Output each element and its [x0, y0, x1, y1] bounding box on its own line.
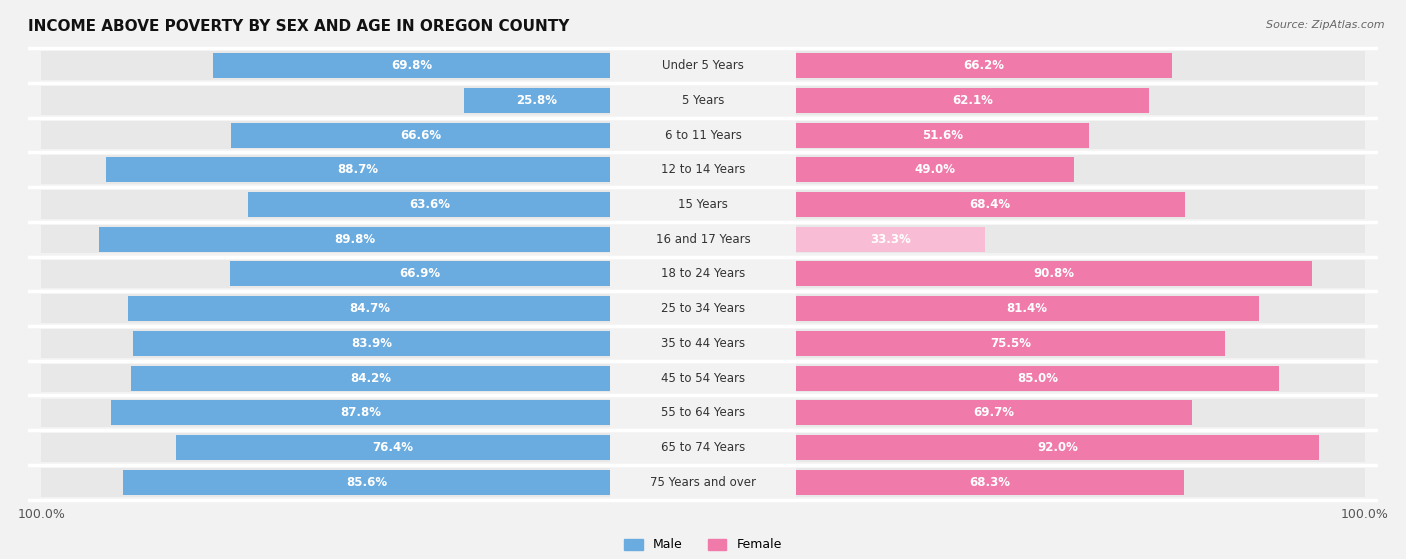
- Text: 16 and 17 Years: 16 and 17 Years: [655, 233, 751, 246]
- Bar: [796, 295, 1365, 323]
- Bar: [796, 296, 1258, 321]
- Text: 25 to 34 Years: 25 to 34 Years: [661, 302, 745, 315]
- Bar: [796, 366, 1279, 391]
- Bar: [796, 122, 1090, 148]
- Bar: [796, 260, 1365, 288]
- Text: 89.8%: 89.8%: [335, 233, 375, 246]
- Bar: [100, 227, 610, 252]
- Bar: [41, 225, 610, 253]
- Bar: [41, 155, 610, 184]
- Text: 85.0%: 85.0%: [1017, 372, 1057, 385]
- Bar: [796, 157, 1074, 182]
- Bar: [796, 364, 1365, 392]
- Bar: [41, 364, 610, 392]
- Text: 51.6%: 51.6%: [922, 129, 963, 141]
- Bar: [41, 468, 610, 496]
- Bar: [111, 400, 610, 425]
- Text: 15 Years: 15 Years: [678, 198, 728, 211]
- Text: 76.4%: 76.4%: [373, 441, 413, 454]
- Text: 68.4%: 68.4%: [970, 198, 1011, 211]
- Text: 88.7%: 88.7%: [337, 163, 378, 176]
- Bar: [131, 366, 610, 391]
- Bar: [41, 86, 610, 115]
- Bar: [796, 53, 1173, 78]
- Bar: [796, 88, 1149, 113]
- Bar: [41, 121, 610, 149]
- Text: 81.4%: 81.4%: [1007, 302, 1047, 315]
- Text: 87.8%: 87.8%: [340, 406, 381, 419]
- Text: 5 Years: 5 Years: [682, 94, 724, 107]
- Bar: [796, 400, 1192, 425]
- Bar: [796, 225, 1365, 253]
- Text: 84.7%: 84.7%: [349, 302, 389, 315]
- Bar: [796, 192, 1185, 217]
- Bar: [796, 331, 1225, 356]
- Bar: [796, 51, 1365, 80]
- Text: 62.1%: 62.1%: [952, 94, 993, 107]
- Bar: [214, 53, 610, 78]
- Text: 35 to 44 Years: 35 to 44 Years: [661, 337, 745, 350]
- Bar: [41, 260, 610, 288]
- Bar: [134, 331, 610, 356]
- Text: 66.9%: 66.9%: [399, 267, 440, 281]
- Text: 85.6%: 85.6%: [346, 476, 388, 489]
- Text: 55 to 64 Years: 55 to 64 Years: [661, 406, 745, 419]
- Text: 69.8%: 69.8%: [391, 59, 433, 72]
- Bar: [41, 51, 610, 80]
- Bar: [41, 190, 610, 219]
- Text: 75.5%: 75.5%: [990, 337, 1031, 350]
- Legend: Male, Female: Male, Female: [619, 533, 787, 556]
- Bar: [796, 121, 1365, 149]
- Text: 68.3%: 68.3%: [970, 476, 1011, 489]
- Text: 65 to 74 Years: 65 to 74 Years: [661, 441, 745, 454]
- Bar: [796, 435, 1319, 460]
- Text: 92.0%: 92.0%: [1038, 441, 1078, 454]
- Bar: [41, 399, 610, 427]
- Text: Source: ZipAtlas.com: Source: ZipAtlas.com: [1267, 20, 1385, 30]
- Bar: [105, 157, 610, 182]
- Bar: [464, 88, 610, 113]
- Bar: [796, 399, 1365, 427]
- Bar: [176, 435, 610, 460]
- Text: 6 to 11 Years: 6 to 11 Years: [665, 129, 741, 141]
- Bar: [796, 470, 1184, 495]
- Bar: [796, 86, 1365, 115]
- Text: 45 to 54 Years: 45 to 54 Years: [661, 372, 745, 385]
- Text: 12 to 14 Years: 12 to 14 Years: [661, 163, 745, 176]
- Bar: [232, 122, 610, 148]
- Text: Under 5 Years: Under 5 Years: [662, 59, 744, 72]
- Bar: [796, 227, 986, 252]
- Text: 84.2%: 84.2%: [350, 372, 391, 385]
- Bar: [796, 190, 1365, 219]
- Bar: [249, 192, 610, 217]
- Text: INCOME ABOVE POVERTY BY SEX AND AGE IN OREGON COUNTY: INCOME ABOVE POVERTY BY SEX AND AGE IN O…: [28, 19, 569, 34]
- Text: 90.8%: 90.8%: [1033, 267, 1074, 281]
- Bar: [796, 329, 1365, 358]
- Text: 25.8%: 25.8%: [516, 94, 557, 107]
- Bar: [41, 433, 610, 462]
- Bar: [41, 295, 610, 323]
- Text: 66.2%: 66.2%: [963, 59, 1004, 72]
- Bar: [128, 296, 610, 321]
- Text: 66.6%: 66.6%: [401, 129, 441, 141]
- Text: 33.3%: 33.3%: [870, 233, 911, 246]
- Text: 63.6%: 63.6%: [409, 198, 450, 211]
- Text: 49.0%: 49.0%: [914, 163, 956, 176]
- Bar: [796, 468, 1365, 496]
- Bar: [41, 329, 610, 358]
- Text: 69.7%: 69.7%: [973, 406, 1015, 419]
- Bar: [124, 470, 610, 495]
- Bar: [796, 433, 1365, 462]
- Text: 75 Years and over: 75 Years and over: [650, 476, 756, 489]
- Text: 83.9%: 83.9%: [352, 337, 392, 350]
- Bar: [229, 262, 610, 286]
- Text: 18 to 24 Years: 18 to 24 Years: [661, 267, 745, 281]
- Bar: [796, 262, 1312, 286]
- Bar: [796, 155, 1365, 184]
